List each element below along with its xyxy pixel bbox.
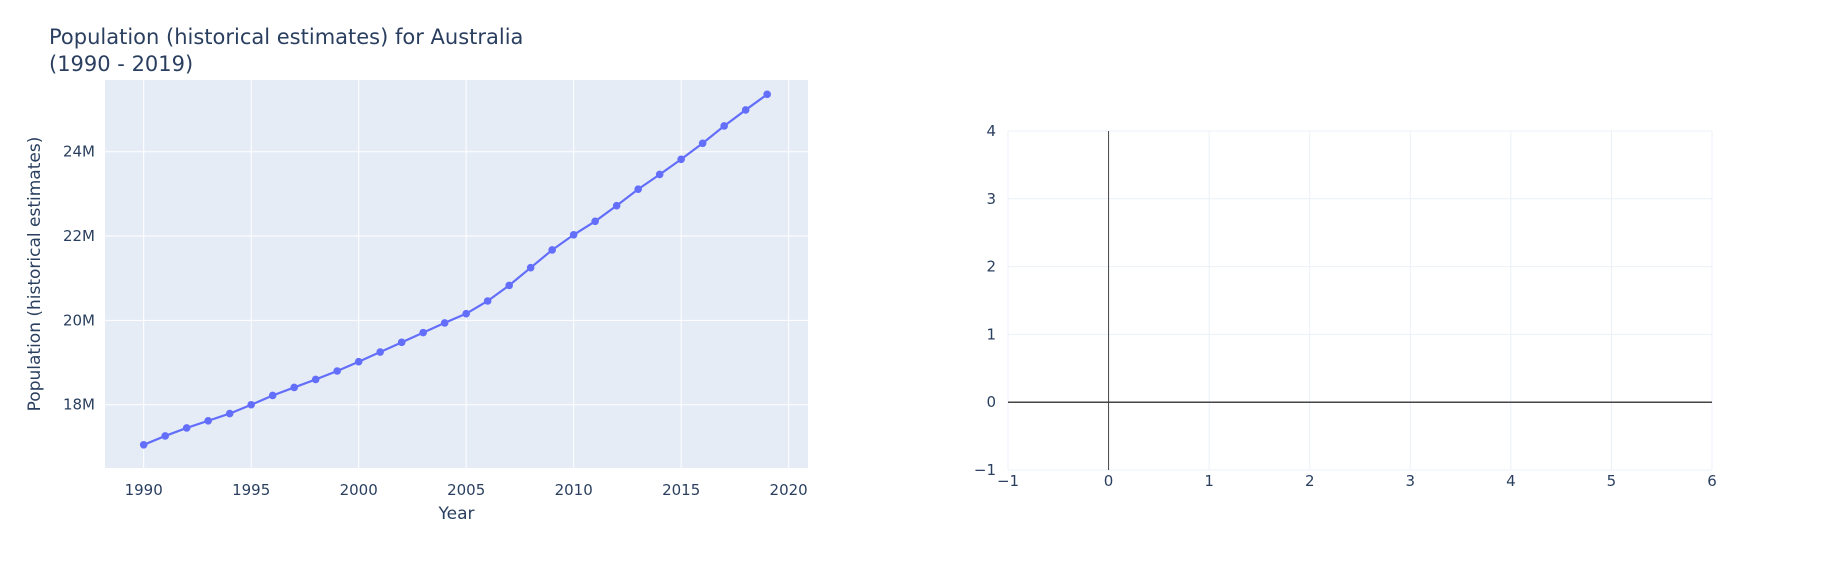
x-tick-label: 6 — [1707, 472, 1717, 490]
y-tick-label: −1 — [974, 461, 996, 479]
data-point — [333, 367, 341, 375]
data-point — [182, 424, 191, 432]
y-tick-labels: −1 0 1 2 3 4 — [974, 122, 996, 479]
x-tick-labels: 1990 1995 2000 2005 2010 2015 2020 — [125, 481, 808, 499]
y-tick-label: 20M — [63, 311, 95, 329]
plot-area — [105, 80, 808, 468]
x-tick-label: 5 — [1607, 472, 1617, 490]
x-tick-label: 0 — [1104, 472, 1114, 490]
x-tick-label: 1 — [1204, 472, 1214, 490]
series-points — [139, 90, 771, 449]
data-point — [419, 328, 427, 337]
grid — [105, 80, 808, 468]
data-point — [741, 106, 750, 114]
data-point — [677, 155, 685, 164]
x-tick-label: −1 — [997, 472, 1019, 490]
data-point — [161, 432, 169, 440]
data-point — [483, 297, 492, 305]
population-chart: Population (historical estimates) for Au… — [25, 25, 808, 524]
x-tick-label: 2010 — [555, 481, 593, 499]
data-point — [290, 383, 298, 392]
data-point — [225, 409, 234, 418]
x-tick-label: 1995 — [232, 481, 270, 499]
data-point — [655, 170, 664, 179]
chart-title-line-1: Population (historical estimates) for Au… — [49, 25, 523, 49]
grid — [1007, 130, 1713, 471]
x-tick-label: 2005 — [447, 481, 485, 499]
y-axis-title: Population (historical estimates) — [25, 137, 45, 412]
data-point — [354, 357, 363, 366]
data-point — [591, 217, 599, 226]
x-tick-labels: −1 0 1 2 3 4 5 6 — [997, 472, 1717, 490]
data-point — [397, 338, 406, 347]
y-tick-label: 24M — [63, 143, 95, 161]
x-tick-label: 2015 — [662, 481, 700, 499]
data-point — [548, 246, 556, 254]
y-tick-labels: 18M 20M 22M 24M — [63, 143, 95, 414]
data-point — [720, 122, 728, 130]
series-line — [143, 93, 768, 446]
data-point — [569, 230, 578, 239]
data-point — [311, 375, 320, 384]
data-point — [612, 201, 621, 210]
data-point — [505, 281, 513, 290]
data-point — [139, 441, 148, 449]
x-tick-label: 2 — [1305, 472, 1315, 490]
data-point — [268, 391, 277, 400]
x-axis-title: Year — [438, 504, 475, 524]
y-tick-label: 22M — [63, 227, 95, 245]
x-tick-label: 1990 — [125, 481, 163, 499]
data-point — [698, 139, 707, 148]
x-tick-label: 2020 — [770, 481, 808, 499]
y-tick-label: 1 — [986, 325, 996, 343]
y-tick-label: 2 — [986, 258, 996, 276]
data-point — [376, 348, 384, 356]
x-tick-label: 2000 — [340, 481, 378, 499]
data-point — [526, 263, 535, 272]
y-tick-label: 4 — [986, 122, 996, 140]
y-tick-label: 18M — [63, 396, 95, 414]
data-point — [204, 416, 212, 425]
data-point — [763, 90, 771, 99]
x-tick-label: 3 — [1406, 472, 1416, 490]
empty-chart: −1 0 1 2 3 4 5 6 −1 0 1 2 3 4 — [974, 122, 1717, 490]
data-point — [247, 400, 255, 409]
x-tick-label: 4 — [1506, 472, 1516, 490]
data-point — [634, 185, 642, 194]
data-point — [440, 319, 449, 327]
y-tick-label: 3 — [986, 190, 996, 208]
y-tick-label: 0 — [986, 393, 996, 411]
data-point — [462, 309, 470, 318]
chart-title-line-2: (1990 - 2019) — [49, 52, 193, 76]
